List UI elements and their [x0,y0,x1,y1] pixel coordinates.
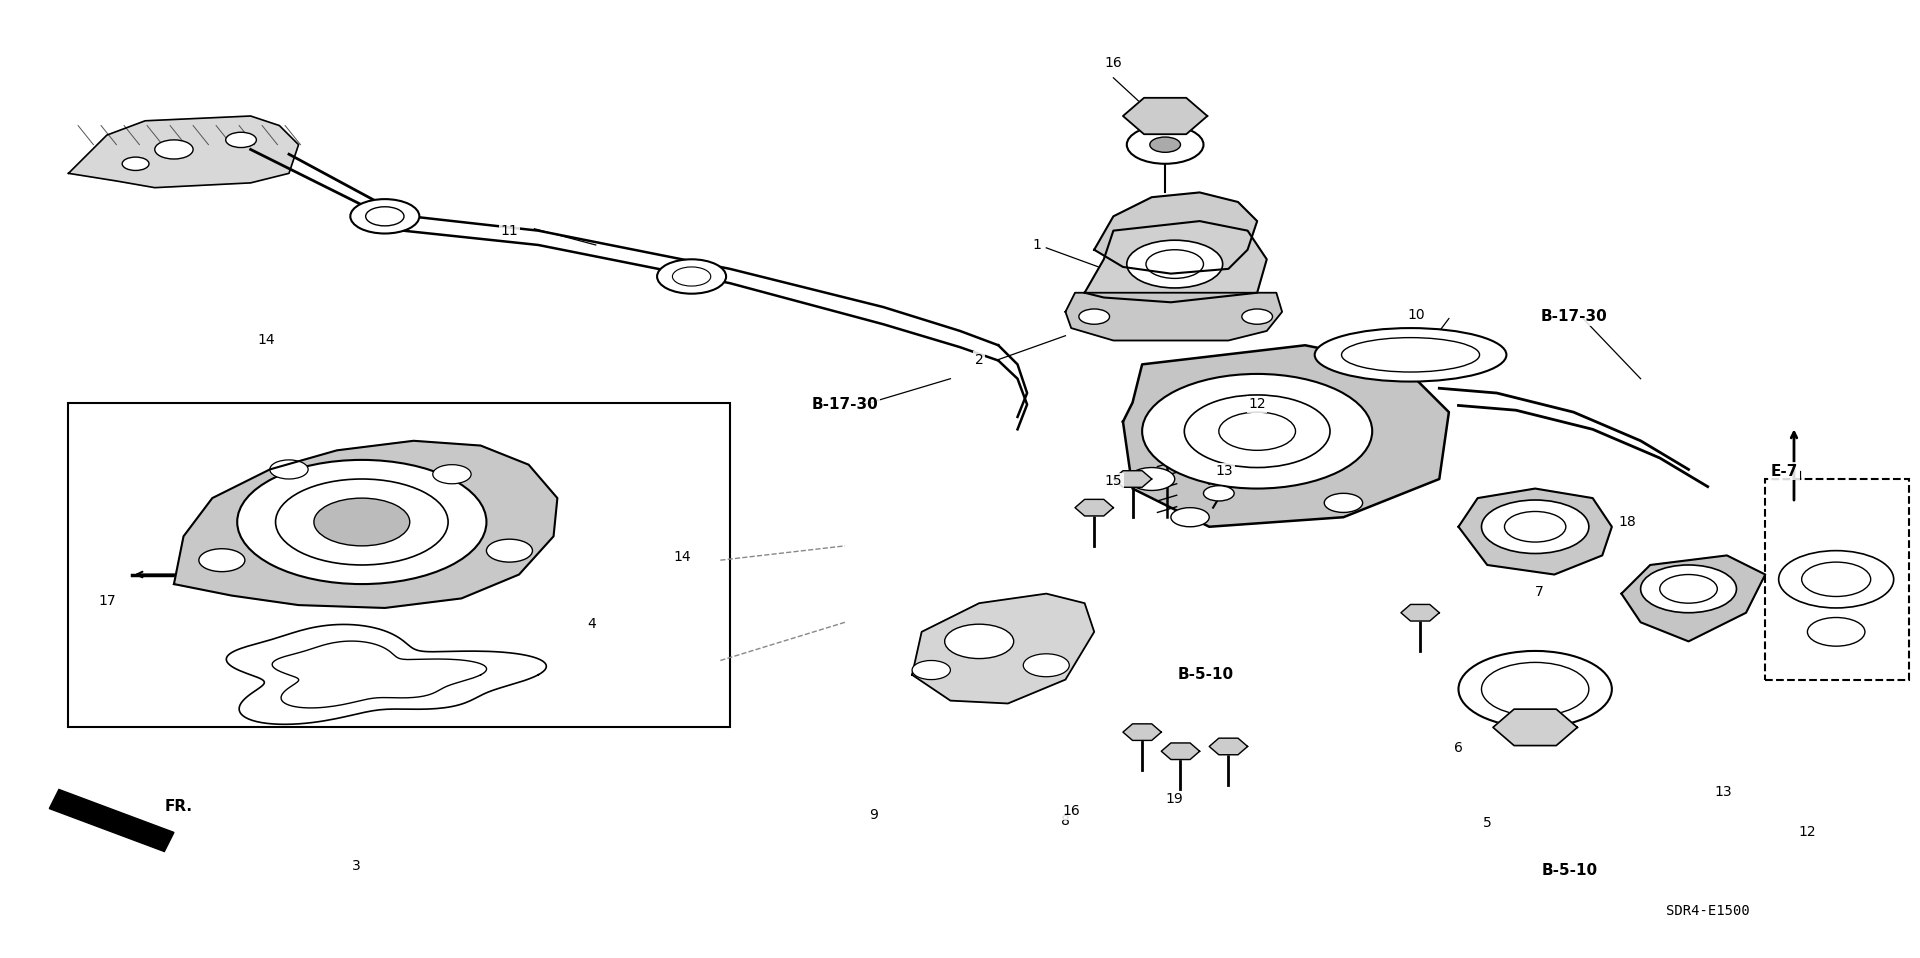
Circle shape [1640,565,1736,613]
Text: 12: 12 [1799,826,1816,839]
Circle shape [1778,551,1893,608]
Text: B-17-30: B-17-30 [1540,309,1607,324]
Text: 13: 13 [1215,465,1233,478]
Circle shape [1129,468,1175,490]
Text: B-5-10: B-5-10 [1542,863,1597,878]
Circle shape [1146,250,1204,279]
Text: 15: 15 [1104,474,1121,488]
Circle shape [657,260,726,294]
Polygon shape [1066,293,1283,340]
Text: 11: 11 [501,223,518,238]
Text: 5: 5 [1482,816,1492,830]
Text: B-5-10: B-5-10 [1177,668,1233,682]
Circle shape [313,498,409,546]
Circle shape [1242,309,1273,324]
Text: 13: 13 [1715,786,1732,799]
Circle shape [1079,309,1110,324]
Circle shape [1325,493,1363,513]
Text: 9: 9 [870,809,877,822]
Text: FR.: FR. [165,799,192,814]
Text: 1: 1 [1033,238,1041,252]
Polygon shape [1123,724,1162,741]
FancyBboxPatch shape [1764,479,1908,679]
Text: 18: 18 [1619,515,1636,529]
Polygon shape [1075,499,1114,516]
Circle shape [1185,395,1331,468]
Circle shape [1219,412,1296,450]
Circle shape [1505,512,1567,542]
Polygon shape [1094,193,1258,274]
Circle shape [486,539,532,562]
Polygon shape [69,116,298,188]
Circle shape [227,132,257,148]
Text: 16: 16 [1062,805,1081,818]
Polygon shape [1123,98,1208,134]
Ellipse shape [1315,328,1507,381]
Circle shape [349,199,419,234]
FancyBboxPatch shape [69,402,730,727]
Circle shape [123,157,150,171]
Circle shape [271,460,307,479]
Circle shape [432,465,470,484]
Text: 8: 8 [1062,814,1069,828]
Polygon shape [1402,604,1440,621]
Text: 14: 14 [257,333,275,348]
Circle shape [1659,575,1716,604]
Polygon shape [1162,743,1200,760]
Circle shape [1459,650,1613,727]
Circle shape [1801,562,1870,597]
Text: B-17-30: B-17-30 [812,397,877,412]
Text: 4: 4 [588,617,597,631]
Polygon shape [1114,470,1152,488]
Polygon shape [912,594,1094,703]
Circle shape [672,267,710,286]
Text: SDR4-E1500: SDR4-E1500 [1667,903,1749,918]
Polygon shape [1123,345,1450,527]
Text: 19: 19 [1165,792,1183,806]
Polygon shape [50,789,175,852]
Text: 10: 10 [1407,308,1425,322]
Circle shape [945,625,1014,658]
Circle shape [156,140,194,159]
Circle shape [1171,508,1210,527]
Text: E-7: E-7 [1770,464,1799,479]
Circle shape [912,660,950,679]
Polygon shape [1459,489,1613,575]
Circle shape [1204,486,1235,501]
Text: 12: 12 [1248,398,1265,412]
Circle shape [200,549,246,572]
Circle shape [1807,618,1864,646]
Text: 7: 7 [1534,584,1544,599]
Text: 16: 16 [1104,57,1123,71]
Circle shape [1482,662,1590,716]
Text: 2: 2 [975,353,983,367]
Circle shape [1142,374,1373,489]
Polygon shape [1085,221,1267,303]
Polygon shape [175,441,557,608]
Circle shape [1127,125,1204,164]
Circle shape [365,207,403,226]
Polygon shape [1210,739,1248,755]
Text: 17: 17 [98,594,115,608]
Circle shape [1150,137,1181,152]
Circle shape [276,479,447,565]
Circle shape [238,460,486,584]
Text: 3: 3 [351,859,361,873]
Ellipse shape [1342,337,1480,372]
Text: 6: 6 [1453,741,1463,755]
Text: 14: 14 [674,550,691,564]
Polygon shape [1622,556,1764,642]
Circle shape [1023,653,1069,676]
Circle shape [1482,500,1590,554]
Circle shape [1127,240,1223,288]
Polygon shape [1494,709,1578,745]
